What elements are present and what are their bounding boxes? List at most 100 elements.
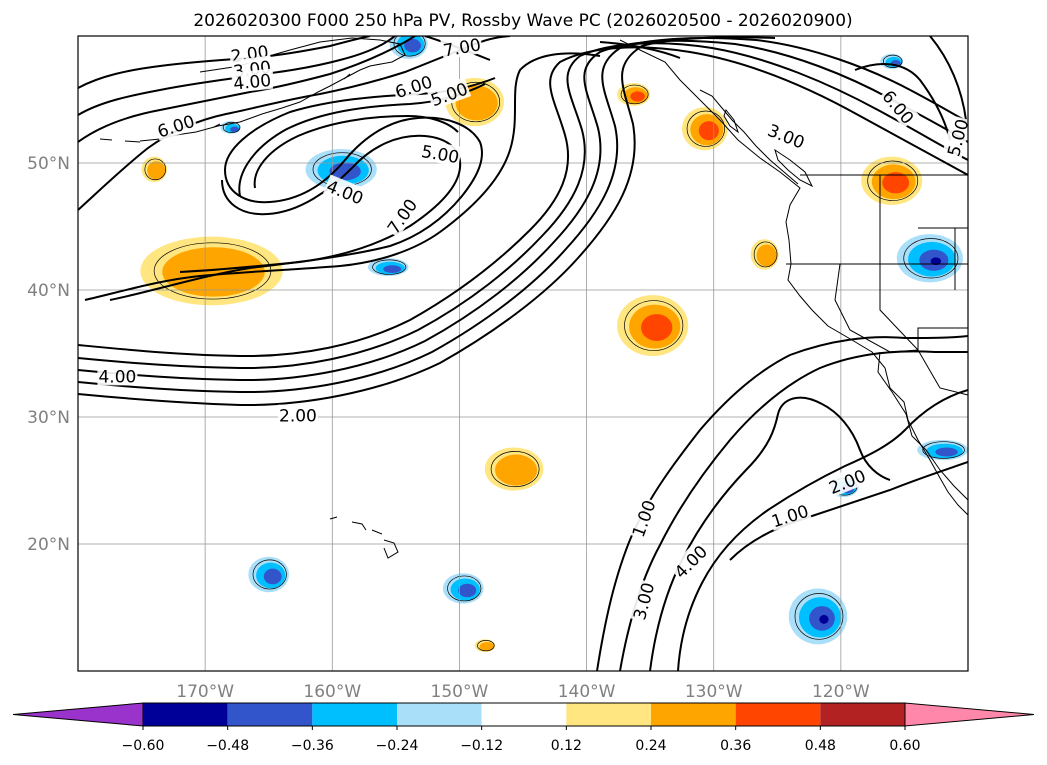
anomaly-shade-level-3 [641, 314, 673, 341]
contour-label-background [440, 36, 484, 60]
anomaly-outline [393, 36, 426, 57]
anomaly-outline [903, 238, 959, 279]
contour-label-background [381, 193, 422, 238]
pv-contour-5-inner [109, 77, 496, 301]
pv-contour-southeast-2 [619, 350, 968, 671]
pv-contour-jet-outer-1 [78, 46, 968, 358]
negative-pc-anomaly [389, 36, 428, 59]
map-background [78, 36, 968, 671]
colorbar-tick-label: −0.60 [122, 738, 165, 754]
anomaly-shade-level-4 [930, 257, 942, 266]
anomaly-outline [624, 300, 684, 351]
map-frame [77, 35, 969, 672]
anomaly-shade-level-2 [147, 161, 166, 180]
anomaly-shade-level-2 [479, 642, 495, 652]
anomaly-outline [686, 110, 725, 147]
anomaly-outline [922, 441, 965, 459]
anomaly-shade-level-3 [263, 568, 282, 585]
map-panel: 2.003.004.007.006.005.006.005.004.007.00… [77, 35, 969, 672]
colorbar-tick-label: 0.60 [889, 738, 920, 754]
pv-contour-south-trough [599, 41, 681, 59]
anomaly-outline [477, 640, 495, 652]
positive-pc-anomaly [484, 447, 544, 491]
contour-label-background [426, 77, 472, 110]
coastline-aleutians [99, 73, 351, 143]
colorbar-tick-label: −0.12 [460, 738, 503, 754]
border-states-2 [879, 175, 968, 352]
anomaly-outline [867, 160, 919, 201]
latitude-tick-label: 20°N [27, 535, 70, 555]
pv-contour-jet-outer-2 [78, 42, 968, 370]
pv-contour-southeast-5 [729, 461, 968, 561]
longitude-tick-label: 140°W [558, 682, 616, 702]
colorbar: −0.60 −0.48 −0.36 −0.24 −0.12 0.12 0.24 0.36 0.4… [12, 702, 1035, 754]
pv-contour-southeast-4 [677, 389, 968, 671]
pv-contour-southeast-6 [854, 36, 967, 141]
gridlines [78, 36, 968, 671]
anomaly-outline [222, 121, 241, 133]
anomaly-shade-level-4 [819, 614, 829, 624]
negative-pc-anomaly [248, 556, 290, 593]
colorbar-tick-label: 0.36 [720, 738, 751, 754]
contour-label: 4.00 [98, 367, 136, 387]
anomaly-outline [447, 575, 482, 602]
colorbar-segment [481, 703, 567, 726]
colorbar-tick-label: 0.12 [551, 738, 582, 754]
contour-label-background [627, 578, 658, 623]
axis-tick-labels: 50°N 40°N 30°N 20°N 170°W 160°W 150°W 140°W 130°… [27, 154, 870, 702]
positive-pc-anomaly [474, 639, 496, 652]
longitude-tick-label: 170°W [176, 682, 234, 702]
anomaly-shade-level-3 [935, 447, 958, 457]
coastline-hawaii [329, 516, 399, 559]
colorbar-segment [397, 703, 482, 726]
negative-pc-anomaly [442, 573, 484, 604]
colorbar-tick-label: −0.36 [291, 738, 334, 754]
anomaly-outline [372, 259, 407, 275]
latitude-tick-label: 50°N [27, 154, 70, 174]
contour-label-background [824, 464, 870, 498]
colorbar-tick-label: 0.48 [805, 738, 836, 754]
colorbar-tick-label: 0.24 [635, 738, 666, 754]
colorbar-extend-low [12, 702, 144, 727]
pv-contour-southeast-1 [596, 335, 968, 671]
anomaly-shade-level-2 [756, 244, 777, 267]
contour-label-background [153, 109, 198, 141]
contour-label-background [419, 139, 462, 167]
contour-label-background [277, 404, 318, 425]
anomaly-outline [490, 451, 540, 488]
anomaly-shade-level-3 [404, 38, 421, 53]
anomaly-outline [144, 158, 167, 181]
longitude-tick-label: 160°W [303, 682, 361, 702]
contour-label-background [391, 70, 436, 102]
pv-contour-jet-inner-1 [84, 52, 601, 301]
anomaly-outline [753, 241, 778, 268]
anomaly-shade-level-3 [230, 126, 240, 133]
anomaly-shade-level-3 [458, 583, 477, 598]
border-states-4 [918, 227, 968, 290]
colorbar-extend-high [904, 702, 1035, 727]
contour-label-background [764, 118, 809, 153]
contour-label-background [626, 496, 660, 541]
colorbar-tick-label: −0.24 [376, 738, 419, 754]
positive-pc-anomaly [681, 107, 728, 151]
negative-pc-anomaly [788, 588, 848, 645]
negative-pc-anomaly [917, 439, 968, 461]
anomaly-outline [252, 559, 287, 590]
colorbar-segment [143, 703, 228, 726]
positive-pc-anomaly [617, 295, 689, 357]
positive-pc-anomaly [141, 156, 168, 183]
pv-contour-jet-outer-3 [78, 39, 968, 382]
pv-contour-4-northwest [78, 36, 416, 143]
anomaly-shade-level-3 [882, 172, 910, 194]
negative-pc-anomaly [367, 258, 409, 277]
longitude-tick-label: 150°W [431, 682, 489, 702]
colorbar-tick-label: −0.48 [206, 738, 249, 754]
contour-label-background [878, 84, 920, 129]
latitude-tick-label: 30°N [27, 408, 70, 428]
anomaly-shade-level-2 [495, 454, 538, 486]
colorbar-segment [651, 703, 736, 726]
anomaly-shade-level-3 [383, 265, 402, 274]
coastline-baja [877, 351, 968, 501]
anomaly-shade-level-3 [698, 121, 719, 141]
